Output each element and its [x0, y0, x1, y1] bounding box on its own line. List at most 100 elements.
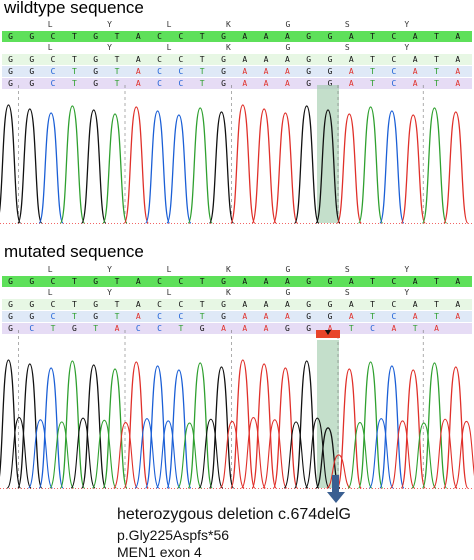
mutated-consensus-base: T [114, 277, 120, 286]
peak-C [144, 365, 171, 489]
mutated-read1-base: A [412, 300, 418, 309]
mutated-aa: L [166, 265, 172, 274]
peak-A [230, 104, 256, 224]
mutated-read1-base: C [178, 300, 184, 309]
mutated-read1-base: T [114, 300, 120, 309]
wildtype-aa: L [47, 20, 53, 29]
wildtype-read2-base: T [114, 67, 120, 76]
wildtype-read1-base: C [50, 55, 56, 64]
wildtype-read2-base: C [157, 67, 162, 76]
secondary-peak-A [453, 420, 474, 489]
wildtype-read3-base: G [8, 79, 13, 88]
peak-G [81, 364, 107, 489]
wildtype-consensus-base: T [114, 32, 120, 41]
mutated-read3-base: T [178, 324, 184, 333]
wildtype-consensus-base: A [412, 32, 418, 41]
wildtype-read1-base: G [29, 55, 35, 64]
mutated-read3-base: T [50, 324, 56, 333]
wildtype-read3-base: G [327, 79, 333, 88]
peak-A [230, 359, 256, 489]
wildtype-read2-base: T [199, 67, 205, 76]
mutated-read1-base: T [434, 300, 439, 309]
mutated-consensus-base: C [178, 277, 184, 286]
wildtype-consensus-base: T [434, 32, 439, 41]
peak-C [379, 365, 405, 489]
wildtype-read3-base: C [157, 79, 162, 88]
mutated-read2-base: A [242, 312, 248, 321]
wildtype-read1-base: A [263, 55, 269, 64]
wildtype-aa: L [166, 20, 172, 29]
mutated-read1-base: C [157, 300, 162, 309]
mutated-read1-base: T [199, 300, 205, 309]
wildtype-aa: Y [107, 43, 112, 52]
mutated-read1-base: A [284, 300, 290, 309]
mutated-consensus-base: T [370, 277, 375, 286]
wildtype-read2-base: G [221, 67, 226, 76]
wildtype-read2-base: A [263, 67, 269, 76]
wildtype-read1-base: T [114, 55, 120, 64]
mutated-consensus-base: A [135, 277, 141, 286]
wildtype-read3-base: G [93, 79, 99, 88]
wildtype-read1-base: T [71, 55, 77, 64]
mutated-read3-base: A [434, 324, 439, 333]
peak-C [38, 367, 64, 489]
wildtype-read1-base: C [157, 55, 162, 64]
mutated-read2-base: A [412, 312, 418, 321]
peak-A [400, 114, 426, 224]
wildtype-aa: S [344, 20, 350, 29]
peak-A [123, 106, 149, 224]
mutated-read3-base: C [157, 324, 162, 333]
peak-A [272, 112, 299, 224]
mutated-read1-base: G [29, 300, 35, 309]
wildtype-consensus-base: T [199, 32, 205, 41]
wildtype-read3-base: A [412, 79, 418, 88]
mutated-consensus-base: G [29, 277, 35, 286]
secondary-peak-C [368, 418, 394, 489]
mutated-read2-base: G [327, 312, 333, 321]
mutated-aa: Y [107, 265, 112, 274]
secondary-peak-G [304, 417, 330, 489]
mutated-read2-base: A [263, 312, 269, 321]
peak-A [336, 368, 362, 489]
wildtype-read1-base: G [221, 55, 226, 64]
mutated-aa: S [344, 288, 350, 297]
peak-G [294, 360, 320, 489]
mutated-read1-base: A [135, 300, 141, 309]
mutated-consensus-base: A [348, 277, 354, 286]
wildtype-read3-base: A [242, 79, 248, 88]
wildtype-read2-base: A [135, 67, 141, 76]
mutated-read3-base: G [8, 324, 13, 333]
mutated-read2-base: G [93, 312, 99, 321]
down-arrow-icon [327, 475, 345, 503]
mutated-read1-base: G [8, 300, 13, 309]
mutated-read3-base: A [391, 324, 397, 333]
secondary-peak-G [283, 421, 309, 489]
peak-C [166, 369, 192, 489]
wildtype-read3-base: T [434, 79, 439, 88]
mutated-read2-base: G [29, 312, 35, 321]
secondary-peak-T [411, 422, 437, 489]
mutated-read3-base: A [221, 324, 226, 333]
peak-A [123, 361, 149, 489]
wildtype-aa: K [226, 43, 231, 52]
mutated-consensus-base: A [263, 277, 269, 286]
mutated-read3-base: G [306, 324, 312, 333]
mutated-read2-base: A [348, 312, 354, 321]
mutated-read1-base: G [221, 300, 226, 309]
peak-C [38, 112, 64, 224]
mutated-consensus-base: C [391, 277, 397, 286]
mutated-consensus-base: T [199, 277, 205, 286]
mutated-read3-base: C [29, 324, 35, 333]
mutated-aa: K [226, 288, 231, 297]
mutated-consensus-base: C [50, 277, 56, 286]
peak-C [144, 110, 171, 224]
peak-G [81, 109, 107, 224]
